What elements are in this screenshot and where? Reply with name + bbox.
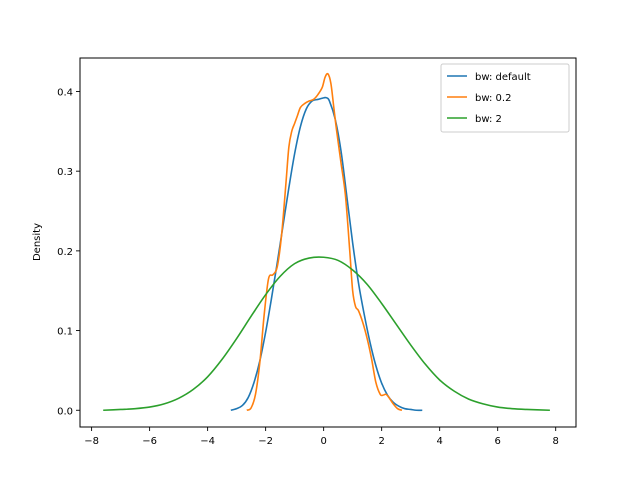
x-tick-label: 8 — [553, 436, 559, 447]
series-line-2 — [103, 256, 550, 412]
x-tick-label: 0 — [320, 436, 326, 447]
x-axis: −8 −6 −4 −2 0 2 4 6 8 — [84, 427, 559, 447]
x-tick-label: −2 — [258, 436, 273, 447]
x-tick-label: −4 — [200, 436, 215, 447]
y-tick-label: 0.3 — [57, 167, 73, 178]
legend-box — [440, 63, 570, 133]
y-tick-label: 0.4 — [57, 87, 73, 98]
x-tick-label: −6 — [142, 436, 157, 447]
y-axis-label: Density — [32, 223, 43, 261]
x-tick-label: 2 — [378, 436, 384, 447]
y-tick-label: 0.1 — [57, 327, 73, 338]
x-tick-label: 4 — [436, 436, 442, 447]
y-tick-label: 0.2 — [57, 247, 73, 258]
x-tick-label: −8 — [84, 436, 99, 447]
x-tick-label: 6 — [494, 436, 500, 447]
series-line-1 — [246, 72, 403, 412]
legend-label: bw: default — [475, 72, 531, 83]
legend-label: bw: 0.2 — [475, 93, 511, 104]
legend-label: bw: 2 — [475, 114, 502, 125]
legend: bw: default bw: 0.2 bw: 2 — [440, 63, 570, 133]
y-tick-label: 0.0 — [57, 406, 73, 417]
y-axis: 0.0 0.1 0.2 0.3 0.4 — [57, 87, 80, 417]
axes-frame — [79, 57, 577, 428]
plot-area — [103, 72, 550, 412]
